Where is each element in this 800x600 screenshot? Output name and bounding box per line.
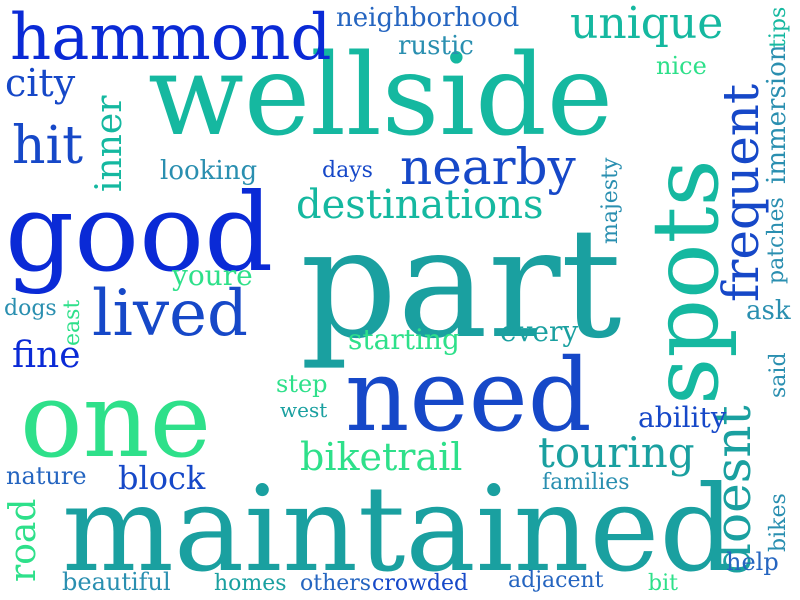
word-hit: hit [12, 116, 84, 176]
word-biketrail: biketrail [300, 435, 463, 479]
word-maintained: maintained [62, 460, 735, 598]
word-block: block [118, 459, 206, 497]
word-fine: fine [12, 335, 81, 376]
word-one: one [20, 359, 212, 481]
word-immersion: immersion [762, 44, 792, 185]
word-part: part [300, 195, 622, 372]
word-starting: starting [348, 323, 460, 356]
word-tips: tips [766, 6, 791, 48]
word-families: families [542, 470, 630, 495]
word-dogs: dogs [4, 296, 57, 321]
word-nice: nice [656, 52, 707, 80]
word-city: city [5, 61, 76, 105]
word-hammond: hammond [10, 1, 332, 75]
word-every: every [500, 315, 579, 348]
word-wellside: wellside [148, 31, 614, 161]
word-neighborhood: neighborhood [336, 3, 520, 33]
word-ability: ability [638, 401, 727, 434]
word-homes: homes [214, 571, 287, 596]
word-inner: inner [89, 95, 130, 192]
word-said: said [766, 352, 791, 398]
word-good: good [5, 171, 274, 296]
word-beautiful: beautiful [62, 568, 171, 596]
word-looking: looking [160, 156, 258, 186]
word-step: step [276, 370, 328, 398]
word-majesty: majesty [598, 157, 623, 244]
word-adjacent: adjacent [508, 568, 604, 593]
word-help: help [726, 548, 779, 576]
word-others: others [300, 571, 372, 596]
word-bikes: bikes [766, 493, 791, 552]
word-touring: touring [538, 428, 695, 477]
word-nature: nature [6, 462, 87, 490]
word-unique: unique [570, 0, 724, 49]
word-road: road [3, 498, 44, 582]
word-patches: patches [764, 197, 789, 284]
word-nearby: nearby [400, 138, 576, 196]
word-ask: ask [746, 296, 791, 326]
word-youre: youre [172, 259, 253, 292]
word-crowded: crowded [372, 571, 469, 596]
word-lived: lived [92, 277, 248, 351]
word-need: need [345, 337, 592, 454]
word-destinations: destinations [296, 182, 544, 228]
word-west: west [280, 398, 328, 422]
word-days: days [322, 158, 373, 183]
word-frequent: frequent [712, 83, 770, 302]
word-bit: bit [648, 571, 678, 596]
word-rustic: rustic [398, 31, 474, 61]
word-east: east [60, 299, 85, 346]
